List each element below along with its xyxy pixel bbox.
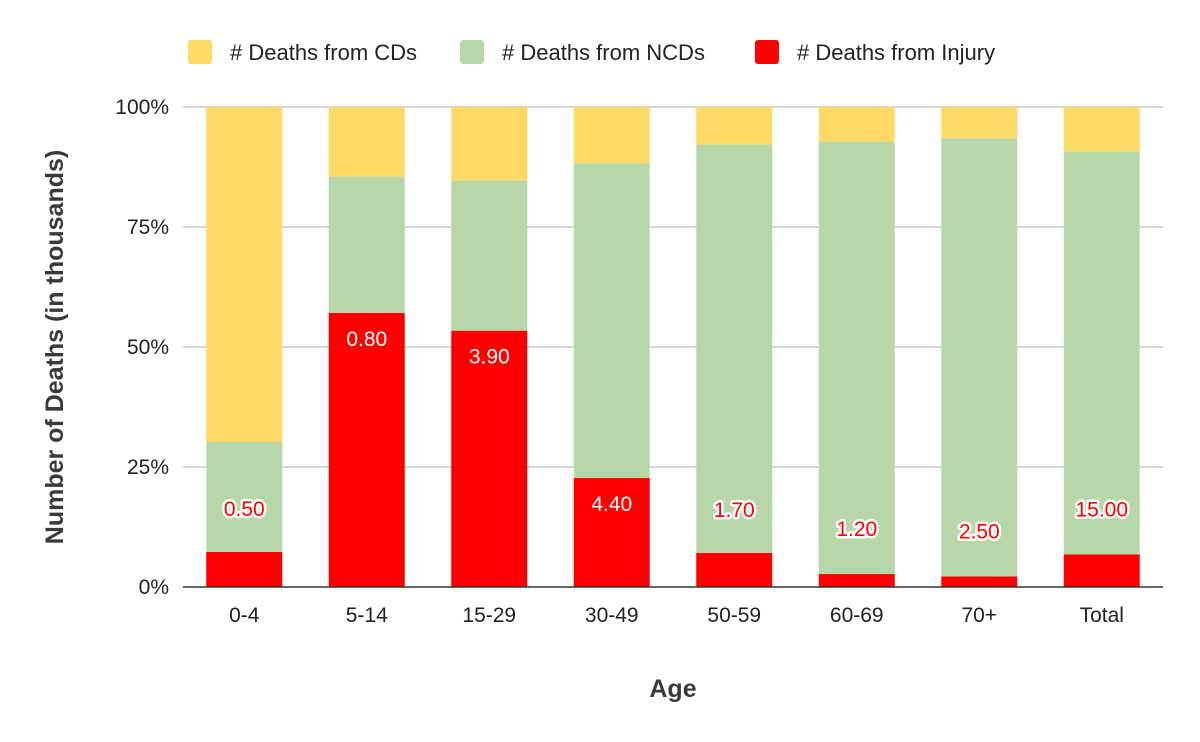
legend-label: # Deaths from Injury <box>797 40 995 65</box>
bar-segment <box>328 312 405 587</box>
bar-data-label: 1.20 <box>836 518 877 541</box>
legend-label: # Deaths from NCDs <box>502 40 705 65</box>
x-tick-label: 15-29 <box>462 604 516 627</box>
bar-segment <box>696 552 773 587</box>
bar-segment <box>696 144 773 553</box>
bar-segment <box>451 330 528 587</box>
bar-segment <box>941 107 1018 139</box>
bar-segment <box>573 478 650 587</box>
bar-segment <box>573 107 650 164</box>
x-tick-label: 0-4 <box>229 604 260 627</box>
bar-segment <box>206 442 283 552</box>
y-tick-label: 50% <box>127 336 169 359</box>
bar-segment <box>451 107 528 181</box>
bar-data-label: 4.40 <box>591 493 632 516</box>
x-tick-label: 30-49 <box>585 604 639 627</box>
bar-segment <box>451 180 528 331</box>
bar-segment <box>206 107 283 443</box>
x-tick-label: Total <box>1080 604 1124 627</box>
bar-data-label: 2.50 <box>959 520 1000 543</box>
x-tick-label: 60-69 <box>830 604 884 627</box>
data-labels: 0.50 0.80 3.90 4.40 1.70 1.20 2.50 15.00 <box>221 328 1130 546</box>
bar-data-label: 0.80 <box>346 328 387 351</box>
legend-swatch <box>460 40 484 64</box>
bar-segment <box>941 138 1018 577</box>
y-tick-label: 75% <box>127 216 169 239</box>
y-axis-title: Number of Deaths (in thousands) <box>41 150 69 544</box>
bar-segment <box>206 551 283 587</box>
y-tick-label: 25% <box>127 456 169 479</box>
bar-data-label: 15.00 <box>1075 498 1128 521</box>
bar-data-label: 0.50 <box>224 498 265 521</box>
bar-segment <box>573 163 650 479</box>
axes: 0% 25% 50% 75% 100% 0-4 5-14 15-29 30-49 50-59 60-… <box>115 96 1163 627</box>
bar-segment <box>1063 554 1140 587</box>
x-tick-label: 5-14 <box>346 604 388 627</box>
x-axis-title: Age <box>649 675 696 703</box>
y-tick-label: 100% <box>115 96 169 119</box>
bar-data-label: 3.90 <box>469 346 510 369</box>
bar-segment <box>696 107 773 145</box>
bar-data-label: 1.70 <box>714 499 755 522</box>
bar-segment <box>1063 107 1140 152</box>
y-tick-label: 0% <box>139 576 169 599</box>
x-tick-label: 70+ <box>961 604 997 627</box>
bar-segment <box>328 107 405 177</box>
legend: # Deaths from CDs # Deaths from NCDs # Dea… <box>188 40 995 65</box>
legend-swatch <box>755 40 779 64</box>
bar-segment <box>818 141 895 575</box>
bar-segment <box>328 176 405 313</box>
legend-label: # Deaths from CDs <box>230 40 417 65</box>
bar-segment <box>941 576 1018 587</box>
bar-segment <box>818 574 895 587</box>
x-tick-label: 50-59 <box>707 604 761 627</box>
bars <box>206 107 1140 587</box>
legend-swatch <box>188 40 212 64</box>
bar-segment <box>1063 151 1140 555</box>
bar-segment <box>818 107 895 142</box>
